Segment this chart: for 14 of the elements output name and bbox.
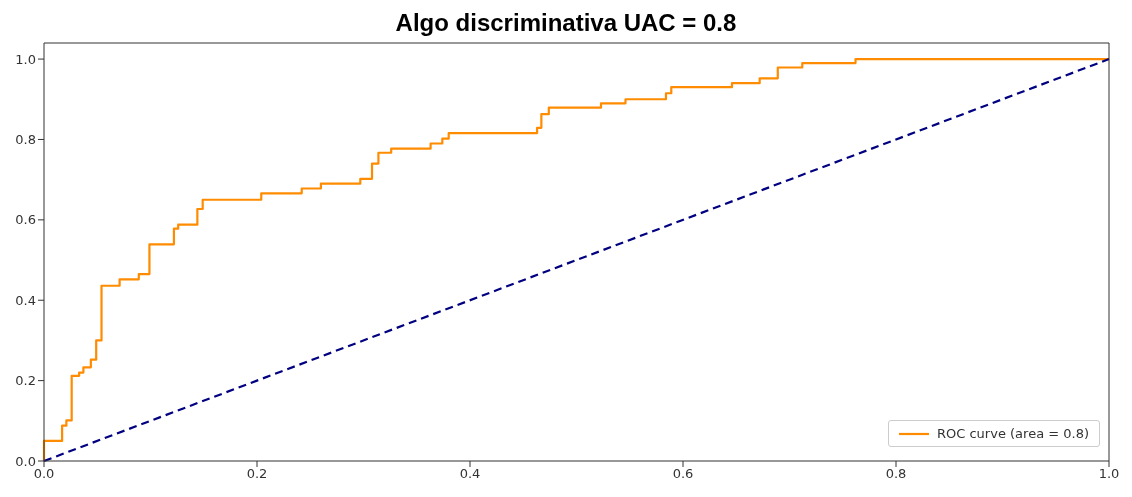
x-tick-label: 0.6 <box>672 466 694 482</box>
chart-title: Algo discriminativa UAC = 0.8 <box>394 8 738 38</box>
x-tick-label: 0.8 <box>885 466 907 482</box>
y-tick-label: 0.2 <box>15 373 36 389</box>
y-tick-label: 0.8 <box>15 132 36 148</box>
y-tick-label: 0.0 <box>15 453 36 469</box>
x-tick-label: 1.0 <box>1098 466 1120 482</box>
y-tick-label: 1.0 <box>15 51 36 67</box>
y-tick-label: 0.6 <box>15 212 36 228</box>
legend-label: ROC curve (area = 0.8) <box>937 426 1089 441</box>
x-tick-label: 0.0 <box>33 466 55 482</box>
y-tick-label: 0.4 <box>15 292 36 308</box>
x-tick-label: 0.2 <box>246 466 268 482</box>
x-tick-label: 0.4 <box>459 466 481 482</box>
